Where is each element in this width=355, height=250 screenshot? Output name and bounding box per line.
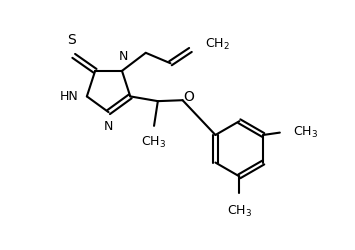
Text: CH$_3$: CH$_3$ xyxy=(227,204,252,218)
Text: S: S xyxy=(67,33,76,47)
Text: O: O xyxy=(183,90,194,104)
Text: N: N xyxy=(104,120,113,133)
Text: HN: HN xyxy=(60,90,78,103)
Text: CH$_3$: CH$_3$ xyxy=(142,136,166,150)
Text: N: N xyxy=(119,50,129,63)
Text: CH$_2$: CH$_2$ xyxy=(205,37,230,52)
Text: CH$_3$: CH$_3$ xyxy=(293,125,318,140)
